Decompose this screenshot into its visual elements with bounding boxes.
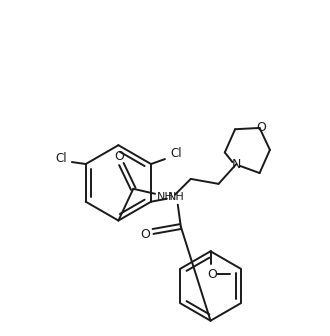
Text: Cl: Cl [170,146,182,160]
Text: O: O [257,121,267,134]
Text: O: O [140,228,150,241]
Text: NH: NH [157,192,173,202]
Text: N: N [232,158,241,171]
Text: Cl: Cl [55,152,67,165]
Text: O: O [115,150,124,163]
Text: O: O [208,267,217,281]
Text: NH: NH [167,192,184,202]
